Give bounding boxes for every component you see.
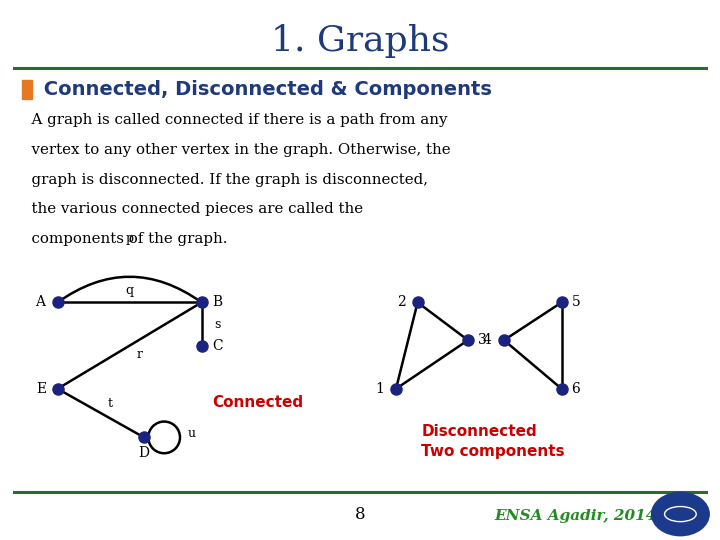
Text: u: u [187, 427, 195, 440]
Circle shape [652, 492, 709, 536]
Text: 3: 3 [478, 333, 487, 347]
Text: Disconnected
Two components: Disconnected Two components [421, 424, 564, 458]
Bar [22, 79, 32, 98]
Text: 4: 4 [482, 333, 491, 347]
Text: s: s [215, 318, 220, 330]
Text: q: q [125, 284, 134, 297]
Text: ENSA Agadir, 2014: ENSA Agadir, 2014 [495, 509, 657, 523]
Text: E: E [37, 382, 47, 396]
Text: Connected, Disconnected & Components: Connected, Disconnected & Components [37, 79, 492, 99]
Text: C: C [212, 339, 222, 353]
Text: 5: 5 [572, 295, 580, 309]
Text: 2: 2 [397, 295, 406, 309]
Text: p: p [125, 232, 134, 245]
Text: A: A [35, 295, 45, 309]
Text: 6: 6 [572, 382, 580, 396]
Text: graph is disconnected. If the graph is disconnected,: graph is disconnected. If the graph is d… [22, 173, 428, 187]
Text: r: r [137, 348, 143, 361]
Text: 8: 8 [355, 505, 365, 523]
Text: Connected: Connected [212, 395, 304, 410]
Text: vertex to any other vertex in the graph. Otherwise, the: vertex to any other vertex in the graph.… [22, 143, 450, 157]
Text: t: t [108, 397, 113, 410]
Text: B: B [212, 295, 222, 309]
Text: 1: 1 [376, 382, 384, 396]
Text: D: D [138, 446, 150, 460]
Text: the various connected pieces are called the: the various connected pieces are called … [22, 202, 363, 217]
Text: A graph is called connected if there is a path from any: A graph is called connected if there is … [22, 113, 447, 127]
Text: 1. Graphs: 1. Graphs [271, 24, 449, 57]
Text: components of the graph.: components of the graph. [22, 232, 227, 246]
